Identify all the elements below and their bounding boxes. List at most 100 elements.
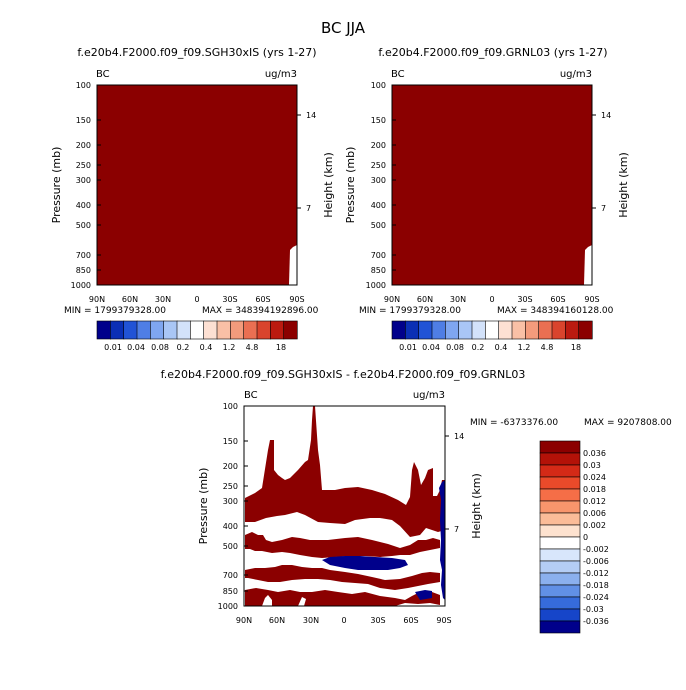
colorbar-label: -0.024 [583,593,609,602]
colorbar-swatch [539,464,581,478]
colorbar-label: 0.03 [583,461,601,470]
panel-2-min-label: MIN = 1799379328.00 [359,306,461,316]
panel-3-title: f.e20b4.F2000.f09_f09.SGH30xIS - f.e20b4… [161,368,526,381]
colorbar-swatch [539,452,581,466]
panel-1-colorbar-labels: 0.01 0.04 0.08 0.2 0.4 1.2 4.8 18 [104,343,286,352]
panel-2-frame [391,84,593,286]
colorbar-swatch [230,320,245,340]
x-tick-label: 90N [384,295,400,304]
y-tick-label: 850 [76,266,91,275]
colorbar-label: 0.012 [583,497,606,506]
panel-3-corner-right: ug/m3 [413,390,445,401]
panel-3-y-tick-marks [244,435,449,592]
y-tick-label: 250 [76,161,91,170]
panel-2-corner-right: ug/m3 [560,69,592,80]
x-tick-label: 90S [584,295,599,304]
colorbar-label: -0.012 [583,569,609,578]
panel-3-colorbar [539,440,581,634]
colorbar-swatch [123,320,138,340]
panel-2: f.e20b4.F2000.f09_f09.GRNL03 (yrs 1-27) … [344,46,630,352]
x-tick-label: 60N [269,616,285,625]
colorbar-swatch [150,320,165,340]
panel-3-y2label: Height (km) [470,473,483,539]
colorbar-label: 0.002 [583,521,606,530]
colorbar-label: 0.04 [422,343,440,352]
zero-region [298,597,306,606]
colorbar-swatch [216,320,231,340]
panel-2-y-ticks: 100 150 200 250 300 400 500 700 850 1000 [366,81,386,290]
y-tick-label: 400 [223,522,238,531]
colorbar-swatch [551,320,566,340]
colorbar-label: 0.018 [583,485,606,494]
panel-1-y2-tick-label: 7 [306,204,311,213]
x-tick-label: 30S [370,616,385,625]
colorbar-swatch [525,320,540,340]
x-tick-label: 60S [255,295,270,304]
colorbar-swatch [539,524,581,538]
colorbar-label: 0 [583,533,588,542]
panel-3-y-ticks: 100 150 200 250 300 400 500 700 850 1000 [218,402,238,611]
positive-region [245,565,440,590]
y-tick-label: 400 [76,201,91,210]
colorbar-swatch [539,560,581,574]
y-tick-label: 1000 [218,602,238,611]
colorbar-swatch [578,320,593,340]
zero-region [395,603,440,606]
colorbar-swatch [445,320,460,340]
panel-2-max-label: MAX = 348394160128.00 [497,306,614,316]
panel-1-frame [96,84,298,286]
panel-1-colorbar [96,320,298,340]
panel-3-y2-tick-label: 7 [454,525,459,534]
colorbar-swatch [539,572,581,586]
colorbar-swatch [270,320,285,340]
colorbar-swatch [283,320,298,340]
colorbar-swatch [511,320,526,340]
x-tick-label: 60N [122,295,138,304]
panel-2-field [392,85,592,285]
y-tick-label: 150 [76,116,91,125]
colorbar-swatch [539,512,581,526]
panel-1-y-ticks: 100 150 200 250 300 400 500 700 850 1000 [71,81,91,290]
panel-2-x-ticks: 90N 60N 30N 0 30S 60S 90S [384,295,600,304]
panel-1-field [97,85,297,285]
panel-1-fill [97,85,297,285]
colorbar-swatch [539,620,581,634]
panel-3-max-label: MAX = 9207808.00 [584,418,672,428]
y-tick-label: 300 [371,176,386,185]
zero-region [262,595,272,606]
colorbar-swatch [110,320,125,340]
colorbar-swatch [565,320,580,340]
panel-3-y2-tick-label: 14 [454,432,464,441]
negative-region [439,480,445,600]
x-tick-label: 90N [89,295,105,304]
y-tick-label: 400 [371,201,386,210]
colorbar-label: -0.018 [583,581,609,590]
y-tick-label: 150 [371,116,386,125]
colorbar-label: 0.08 [151,343,169,352]
y-tick-label: 200 [76,141,91,150]
y-tick-label: 300 [76,176,91,185]
panel-3-corner-left: BC [244,390,258,401]
y-tick-label: 500 [76,221,91,230]
colorbar-label: 0.01 [104,343,122,352]
x-tick-label: 60S [550,295,565,304]
panel-1-y-tick-marks [97,114,301,271]
colorbar-swatch [391,320,406,340]
x-tick-label: 0 [194,295,199,304]
panel-1-y2label: Height (km) [322,152,335,218]
panel-3-field [244,406,445,606]
colorbar-swatch [485,320,500,340]
colorbar-swatch [539,608,581,622]
panel-2-corner-left: BC [391,69,405,80]
colorbar-swatch [256,320,271,340]
colorbar-swatch [431,320,446,340]
panel-3-min-label: MIN = -6373376.00 [470,418,558,428]
panel-3-ylabel: Pressure (mb) [197,468,210,545]
y-tick-label: 100 [76,81,91,90]
y-tick-label: 200 [223,462,238,471]
x-tick-label: 30N [303,616,319,625]
y-tick-label: 500 [371,221,386,230]
colorbar-label: 1.2 [223,343,236,352]
colorbar-label: 18 [276,343,286,352]
colorbar-swatch [539,440,581,454]
